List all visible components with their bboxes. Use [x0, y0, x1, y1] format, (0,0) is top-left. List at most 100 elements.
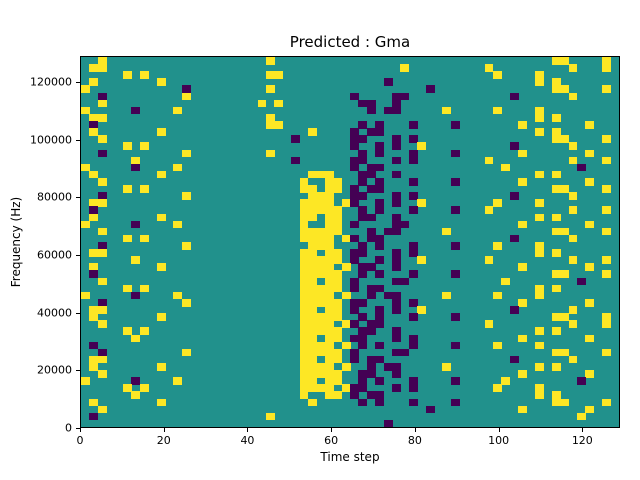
heatmap-cell-low	[408, 192, 418, 200]
heatmap-cell-low	[392, 256, 401, 264]
heatmap-cell-low	[383, 291, 393, 300]
heatmap-cell-low	[366, 106, 376, 115]
heatmap-cell-low	[350, 348, 359, 357]
heatmap-cell-high	[551, 327, 561, 335]
heatmap-cell-high	[333, 220, 343, 229]
heatmap-cell-low	[509, 92, 519, 101]
heatmap-cell-high	[551, 213, 561, 222]
heatmap-cell-high	[299, 263, 309, 271]
heatmap-cell-high	[551, 78, 561, 86]
x-tick-mark	[247, 428, 249, 432]
heatmap-cell-high	[333, 206, 343, 215]
heatmap-cell-high	[299, 185, 309, 193]
heatmap-cell-high	[307, 313, 317, 321]
heatmap-cell-high	[89, 398, 99, 407]
heatmap-cell-high	[299, 327, 309, 335]
heatmap-cell-high	[299, 270, 309, 279]
heatmap-cell-high	[534, 78, 544, 86]
heatmap-cell-high	[602, 57, 612, 65]
heatmap-cell-high	[81, 106, 90, 115]
heatmap-cell-high	[333, 391, 343, 400]
heatmap-cell-low	[358, 206, 368, 215]
heatmap-cell-low	[400, 348, 410, 357]
x-tick-label: 20	[156, 434, 171, 447]
heatmap-cell-high	[333, 298, 343, 307]
y-tick-mark	[76, 139, 80, 141]
heatmap-cell-low	[131, 106, 141, 115]
heatmap-cell-high	[324, 298, 334, 307]
heatmap-cell-low	[392, 135, 401, 143]
heatmap-cell-high	[602, 64, 612, 72]
heatmap-cell-low	[366, 320, 376, 328]
heatmap-cell-high	[131, 391, 141, 400]
heatmap-cell-low	[358, 270, 368, 279]
heatmap-cell-high	[534, 384, 544, 392]
heatmap-cell-low	[366, 227, 376, 236]
heatmap-cell-high	[316, 348, 326, 357]
heatmap-cell-high	[307, 306, 317, 314]
heatmap-cell-high	[299, 355, 309, 364]
y-tick-mark	[76, 312, 80, 314]
x-tick-label: 80	[407, 434, 422, 447]
heatmap-cell-high	[324, 334, 334, 343]
heatmap-cell-low	[375, 199, 385, 207]
heatmap-cell-low	[408, 270, 418, 279]
heatmap-cell-high	[299, 277, 309, 286]
heatmap-cell-high	[602, 270, 612, 279]
heatmap-cell-high	[324, 348, 334, 357]
heatmap-cell-high	[333, 227, 343, 236]
heatmap-cell-low	[358, 156, 368, 165]
heatmap-cell-high	[139, 384, 149, 392]
heatmap-cell-high	[551, 170, 561, 179]
heatmap-cell-high	[324, 227, 334, 236]
heatmap-cell-high	[131, 156, 141, 165]
heatmap-cell-high	[534, 199, 544, 207]
heatmap-cell-high	[316, 313, 326, 321]
heatmap-cell-high	[518, 121, 528, 129]
heatmap-cell-high	[307, 227, 317, 236]
heatmap-cell-high	[568, 320, 578, 328]
heatmap-cell-high	[324, 249, 334, 257]
heatmap-cell-high	[551, 135, 561, 143]
heatmap-cell-high	[585, 334, 595, 343]
heatmap-cell-low	[408, 121, 418, 129]
heatmap-cell-high	[265, 121, 275, 129]
heatmap-cell-high	[299, 284, 309, 293]
heatmap-cell-low	[408, 334, 418, 343]
heatmap-cell-low	[392, 92, 401, 101]
heatmap-cell-low	[97, 92, 107, 101]
heatmap-cell-high	[316, 320, 326, 328]
heatmap-cell-high	[316, 263, 326, 271]
heatmap-cell-high	[299, 341, 309, 350]
heatmap-cell-high	[316, 384, 326, 392]
heatmap-cell-high	[89, 199, 99, 207]
heatmap-cell-high	[156, 313, 166, 321]
heatmap-cell-high	[442, 227, 452, 236]
heatmap-cell-high	[551, 227, 561, 236]
heatmap-cell-low	[291, 135, 301, 143]
heatmap-cell-high	[156, 398, 166, 407]
heatmap-cell-high	[274, 71, 284, 79]
heatmap-cell-high	[257, 99, 267, 108]
heatmap-cell-low	[576, 377, 586, 385]
heatmap-cell-high	[324, 242, 334, 250]
heatmap-cell-high	[316, 370, 326, 378]
heatmap-cell-high	[307, 206, 317, 215]
heatmap-cell-high	[316, 170, 326, 179]
heatmap-cell-low	[358, 99, 368, 108]
heatmap-cell-high	[173, 220, 183, 229]
heatmap-cell-low	[350, 298, 359, 307]
heatmap-cell-high	[324, 362, 334, 371]
heatmap-cell-high	[89, 263, 99, 271]
heatmap-cell-high	[602, 256, 612, 264]
heatmap-cell-low	[392, 348, 401, 357]
heatmap-cell-high	[89, 249, 99, 257]
heatmap-cell-high	[333, 306, 343, 314]
heatmap-cell-high	[307, 234, 317, 243]
heatmap-cell-low	[392, 192, 401, 200]
heatmap-cell-low	[392, 370, 401, 378]
heatmap-cell-low	[131, 291, 141, 300]
heatmap-cell-high	[417, 306, 427, 314]
heatmap-cell-low	[358, 149, 368, 158]
heatmap-cell-low	[392, 220, 401, 229]
